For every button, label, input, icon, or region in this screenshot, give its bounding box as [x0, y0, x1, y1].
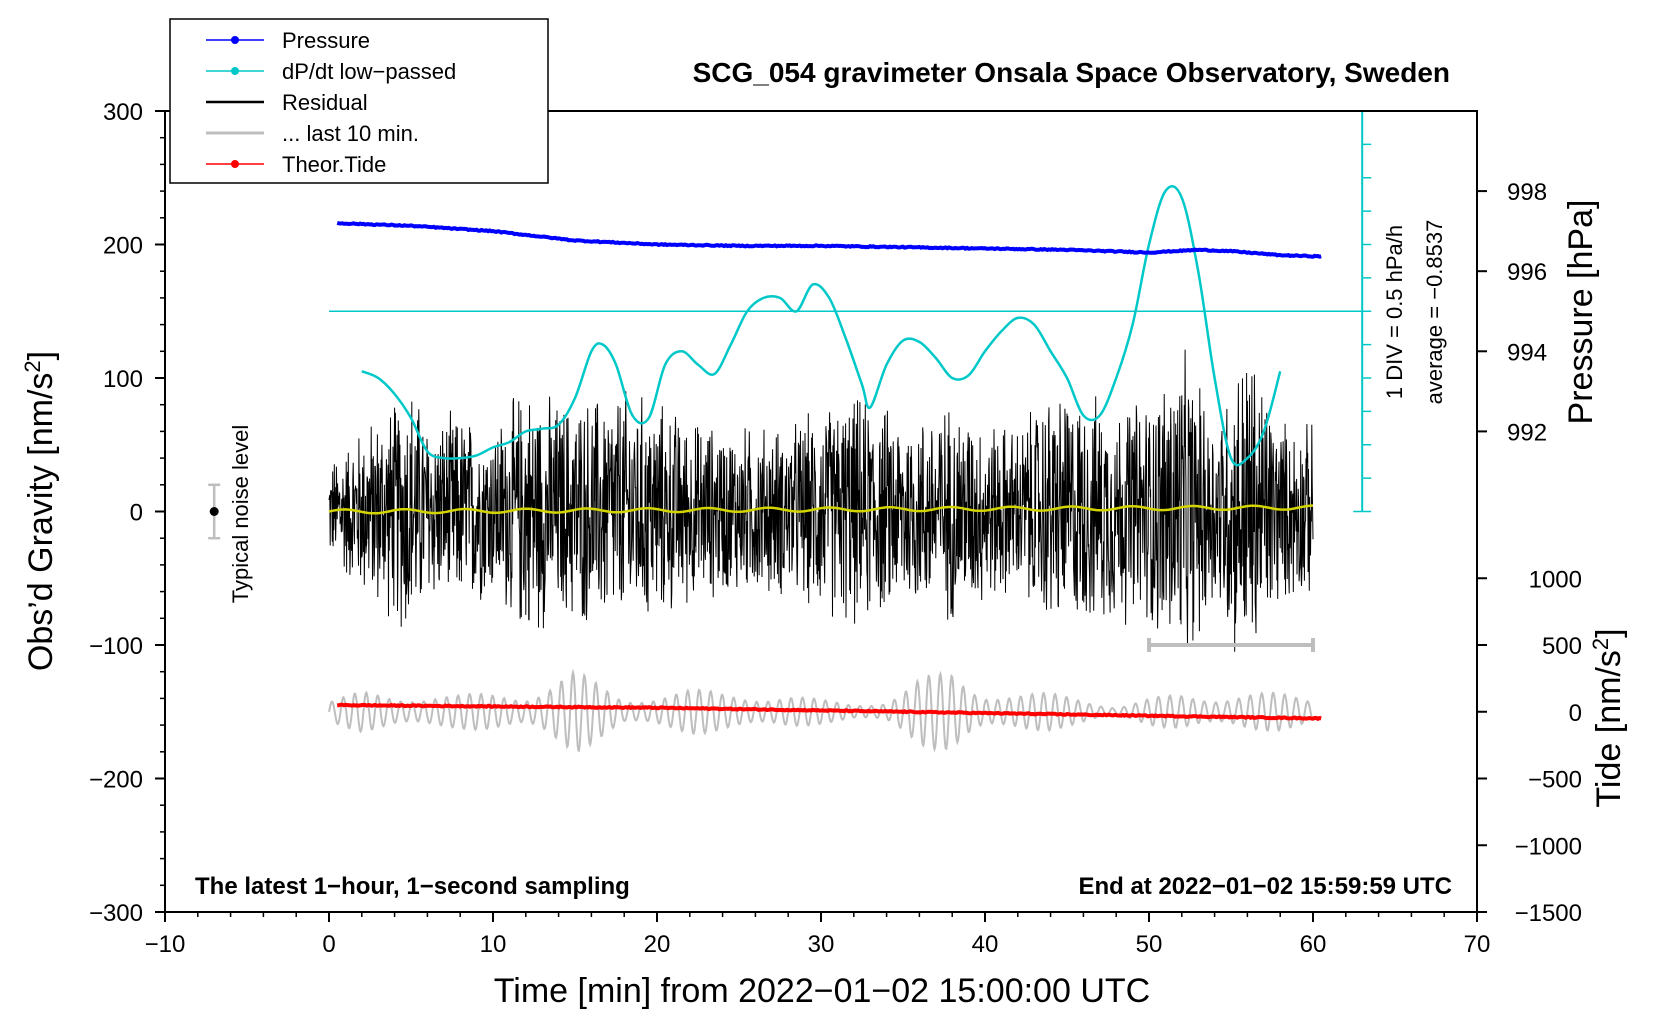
x-tick-label: −10: [145, 931, 186, 958]
series-last10-line: [328, 668, 1314, 753]
x-tick-label: 60: [1300, 931, 1327, 958]
legend-item-pressure: Pressure: [206, 28, 370, 53]
overlay-layer: [208, 483, 1315, 652]
y-tick-label: 300: [103, 99, 143, 126]
x-axis-title: Time [min] from 2022−01−02 15:00:00 UTC: [494, 972, 1150, 1010]
y-axis-title-pressure: Pressure [hPa]: [1562, 200, 1600, 425]
legend-label-last10: ... last 10 min.: [282, 121, 419, 146]
y-tick-label: 200: [103, 233, 143, 260]
tide-tick-label: 1000: [1529, 566, 1582, 593]
residual-series-layer: [328, 349, 1314, 652]
tide-tick-label: 0: [1569, 700, 1582, 727]
chart-title: SCG_054 gravimeter Onsala Space Observat…: [693, 57, 1450, 88]
y-tick-label: −100: [89, 633, 143, 660]
x-tick-label: 70: [1464, 931, 1491, 958]
legend: Pressure dP/dt low−passed Residual ... l…: [169, 18, 549, 184]
x-tick-label: 0: [322, 931, 335, 958]
x-tick-label: 20: [644, 931, 671, 958]
tide-tick-label: −1500: [1515, 900, 1582, 927]
y-tick-label: 100: [103, 366, 143, 393]
x-tick-label: 40: [972, 931, 999, 958]
y-tick-label: −300: [89, 900, 143, 927]
dpdt-division-label: 1 DIV = 0.5 hPa/h: [1382, 225, 1407, 399]
noise-bar-dot: [209, 507, 219, 516]
pressure-tick-label: 992: [1507, 419, 1547, 446]
legend-item-last10: ... last 10 min.: [206, 121, 419, 146]
series-dpdt-line: [361, 185, 1282, 467]
annotation-end-time: End at 2022−01−02 15:59:59 UTC: [1078, 873, 1452, 900]
tide-tick-label: 500: [1542, 633, 1582, 660]
y-tick-label: −200: [89, 767, 143, 794]
y-axis-title-tide: Tide [nm/s2]: [1588, 628, 1628, 807]
legend-item-tide: Theor.Tide: [206, 152, 386, 177]
legend-label-pressure: Pressure: [282, 28, 370, 53]
legend-item-dpdt: dP/dt low−passed: [206, 59, 456, 84]
series-tide-line: [336, 702, 1322, 721]
series-pressure-line: [336, 220, 1322, 259]
x-tick-label: 10: [480, 931, 507, 958]
pressure-tick-label: 994: [1507, 339, 1547, 366]
last10-series-layer: [328, 668, 1314, 753]
series-residual-line: [328, 349, 1314, 652]
legend-label-tide: Theor.Tide: [282, 152, 386, 177]
y-axis-title-left: Obs’d Gravity [nm/s2]: [20, 351, 60, 671]
x-tick-label: 50: [1136, 931, 1163, 958]
tide-tick-label: −1000: [1515, 833, 1582, 860]
pressure-tick-label: 998: [1507, 179, 1547, 206]
noise-level-label: Typical noise level: [228, 425, 253, 604]
tide-tick-label: −500: [1528, 767, 1582, 794]
legend-label-dpdt: dP/dt low−passed: [282, 59, 456, 84]
series-residual-mean-line: [328, 504, 1314, 515]
legend-label-residual: Residual: [282, 90, 368, 115]
axes-layer: −10 0 10 20 30 40 50 60 703002001000−100−200−300…: [89, 99, 1582, 958]
x-tick-label: 30: [808, 931, 835, 958]
legend-item-residual: Residual: [206, 90, 368, 115]
y-tick-label: 0: [130, 500, 143, 527]
dpdt-series-layer: [329, 110, 1372, 513]
line-series-layer: [336, 220, 1322, 721]
pressure-tick-label: 996: [1507, 259, 1547, 286]
dpdt-average-label: average = −0.8537: [1422, 220, 1447, 405]
annotation-sampling: The latest 1−hour, 1−second sampling: [195, 873, 630, 900]
